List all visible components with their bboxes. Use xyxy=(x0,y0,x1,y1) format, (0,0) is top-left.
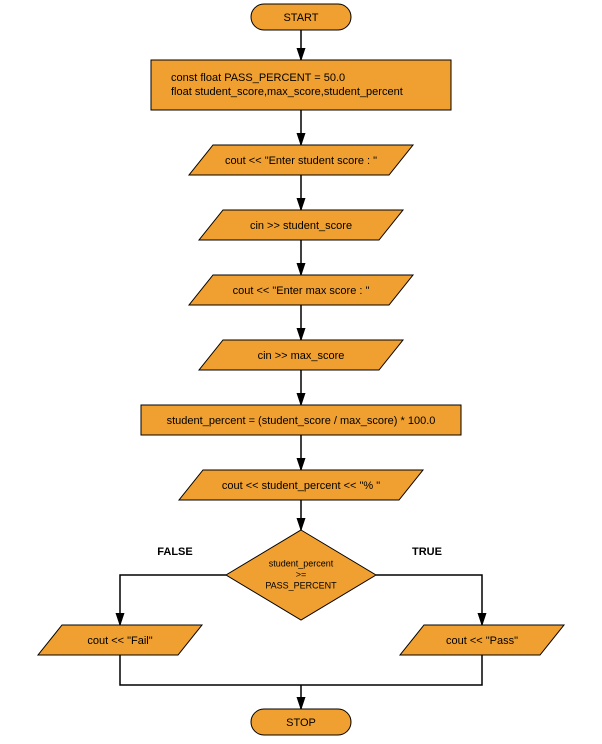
node-pass: cout << "Pass" xyxy=(400,625,564,655)
svg-text:student_percent: student_percent xyxy=(269,558,334,568)
node-io5: cout << student_percent << "% " xyxy=(179,470,423,500)
svg-text:const float PASS_PERCENT = 50.: const float PASS_PERCENT = 50.0 xyxy=(171,72,345,84)
edge-label-false: FALSE xyxy=(157,546,192,558)
svg-text:cin >> max_score: cin >> max_score xyxy=(258,350,345,362)
node-io2: cin >> student_score xyxy=(199,210,403,240)
node-start: START xyxy=(251,4,351,30)
node-io3: cout << "Enter max score : " xyxy=(189,275,413,305)
edge-dec-pass xyxy=(376,575,482,625)
node-io1: cout << "Enter student score : " xyxy=(189,145,413,175)
svg-text:cout << "Enter max score : ": cout << "Enter max score : " xyxy=(233,285,370,297)
svg-text:float student_score,max_score,: float student_score,max_score,student_pe… xyxy=(171,86,403,98)
flowchart-canvas: FALSE TRUE START const float PASS_PERCENT … xyxy=(0,0,602,744)
edge-fail-merge xyxy=(120,655,301,685)
svg-text:student_percent = (student_sc: student_percent = (student_score / max_s… xyxy=(167,415,436,427)
svg-text:cout << "Enter student score :: cout << "Enter student score : " xyxy=(225,155,377,167)
node-fail: cout << "Fail" xyxy=(38,625,202,655)
svg-text:PASS_PERCENT: PASS_PERCENT xyxy=(265,580,337,590)
svg-text:cout << "Fail": cout << "Fail" xyxy=(87,635,152,647)
svg-text:START: START xyxy=(283,12,318,24)
edge-pass-merge xyxy=(301,655,482,685)
svg-text:cout << "Pass": cout << "Pass" xyxy=(446,635,518,647)
node-dec: student_percent>=PASS_PERCENT xyxy=(226,530,376,620)
node-io4: cin >> max_score xyxy=(199,340,403,370)
svg-text:>=: >= xyxy=(296,569,307,579)
edge-dec-fail xyxy=(120,575,226,625)
edge-label-true: TRUE xyxy=(412,546,442,558)
node-decl: const float PASS_PERCENT = 50.0 float stu… xyxy=(151,60,451,110)
node-proc: student_percent = (student_score / max_s… xyxy=(141,405,461,435)
svg-text:cout << student_percent << "%: cout << student_percent << "% " xyxy=(222,480,380,492)
node-stop: STOP xyxy=(251,709,351,735)
svg-text:cin >> student_score: cin >> student_score xyxy=(250,220,352,232)
svg-text:STOP: STOP xyxy=(286,717,316,729)
